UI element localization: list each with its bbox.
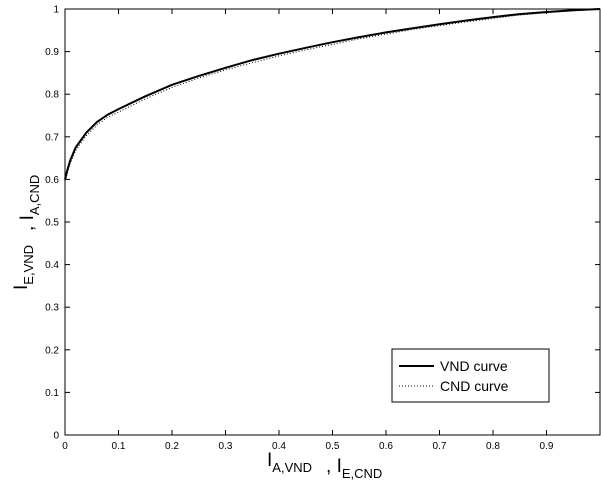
- legend: VND curve CND curve: [391, 348, 550, 403]
- y-axis: 0 0.1 0.2 0.3 0.4 0.5 0.6 0.7 0.8 0.9 1: [45, 5, 600, 442]
- x-tick-label: 0.1: [112, 441, 126, 452]
- axis-label-subscript: A,VND: [272, 460, 312, 475]
- axis-label-subscript: A,CND: [27, 175, 42, 215]
- x-tick-label: 0.9: [540, 441, 554, 452]
- axis-label-separator: ,: [17, 226, 38, 231]
- y-tick-label: 1: [53, 5, 59, 16]
- y-tick-label: 0.4: [45, 260, 59, 271]
- x-tick-label: 0.8: [486, 441, 500, 452]
- y-tick-label: 0.3: [45, 303, 59, 314]
- y-tick-label: 0.7: [45, 132, 59, 143]
- axis-label-main: I: [11, 285, 32, 290]
- axis-label-separator: ,: [326, 456, 331, 477]
- legend-label: VND curve: [440, 358, 508, 374]
- legend-box: [391, 348, 550, 403]
- axis-label-main: I: [267, 450, 272, 471]
- y-tick-label: 0.2: [45, 345, 59, 356]
- x-tick-label: 0.7: [433, 441, 447, 452]
- x-axis-label: IA,VND, IE,CND: [267, 450, 382, 480]
- axis-label-subscript: E,VND: [21, 245, 36, 285]
- x-tick-label: 0.6: [379, 441, 393, 452]
- x-tick-label: 0.3: [219, 441, 233, 452]
- y-tick-label: 0.1: [45, 388, 59, 399]
- axis-label-main: I: [17, 215, 38, 220]
- y-tick-label: 0.6: [45, 175, 59, 186]
- x-tick-label: 0.5: [326, 441, 340, 452]
- axis-label-subscript: E,CND: [342, 466, 382, 480]
- series-line-cnd-curve: [64, 8, 601, 182]
- legend-label: CND curve: [440, 378, 509, 394]
- x-tick-label: 0.4: [272, 441, 286, 452]
- series-line-vnd-curve: [64, 8, 601, 180]
- x-tick-label: 0: [62, 441, 68, 452]
- y-tick-label: 0: [53, 431, 59, 442]
- x-tick-label: 0.2: [165, 441, 179, 452]
- axis-label-main: I: [337, 456, 342, 477]
- y-tick-label: 0.8: [45, 90, 59, 101]
- y-axis-label: IE,VND, IA,CND: [11, 175, 42, 290]
- series-layer: [64, 8, 601, 182]
- x-axis: 0 0.1 0.2 0.3 0.4 0.5 0.6 0.7 0.8 0.9: [62, 9, 554, 452]
- y-tick-label: 0.5: [45, 218, 59, 229]
- y-tick-label: 0.9: [45, 47, 59, 58]
